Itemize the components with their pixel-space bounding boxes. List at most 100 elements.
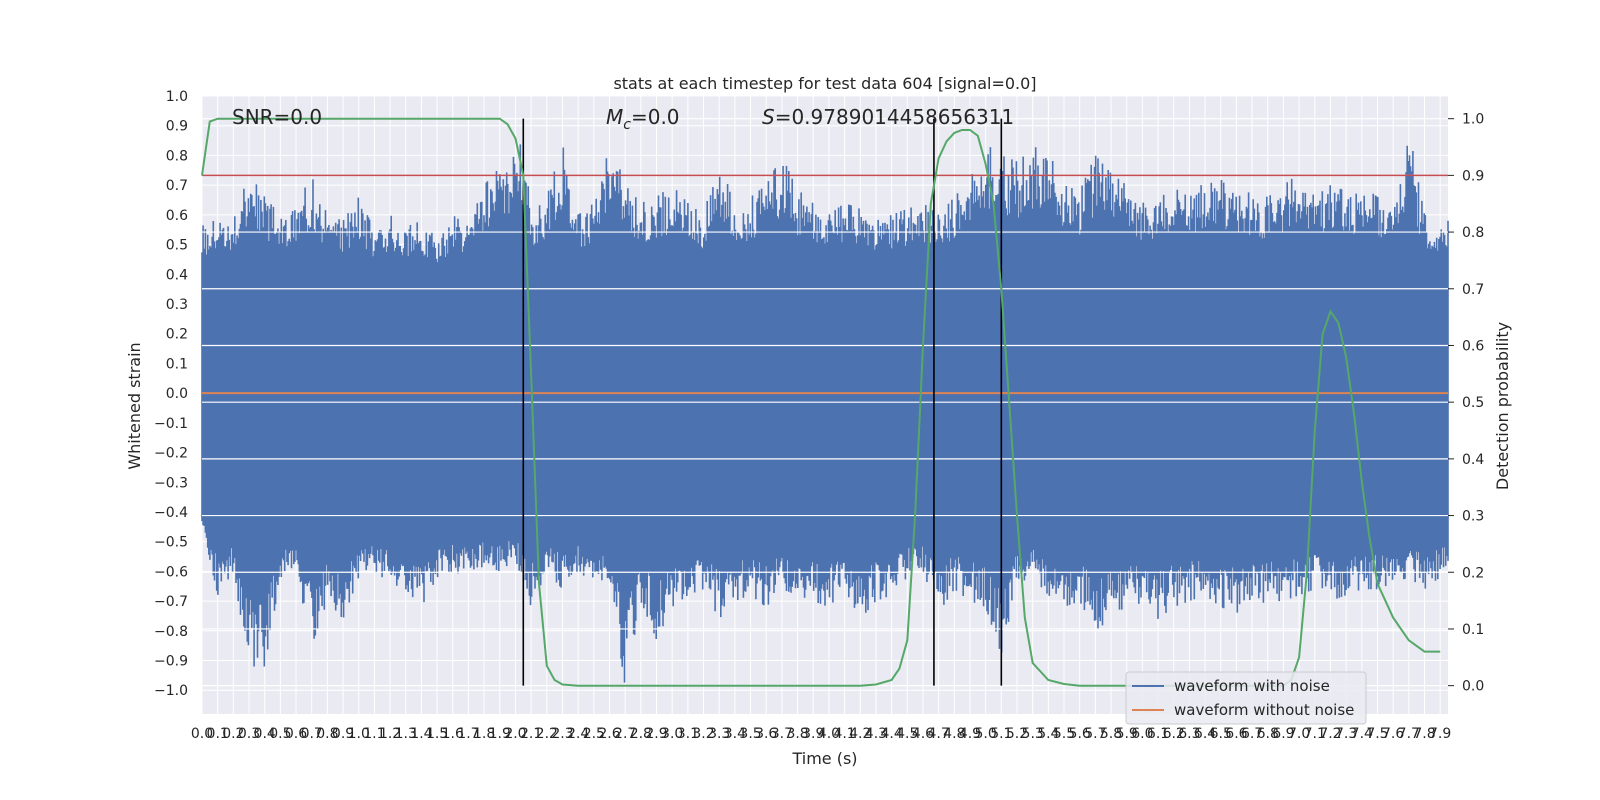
series-waveform-with-noise [201, 144, 1449, 683]
x-tick-label: 6.3 [1178, 726, 1200, 742]
x-tick-label: 6.5 [1210, 726, 1232, 742]
x-tick-label: 3.9 [802, 726, 824, 742]
y-tick-label: 1.0 [166, 89, 188, 105]
x-tick-label: 5.1 [990, 726, 1012, 742]
y-tick-label: −1.0 [154, 683, 188, 699]
x-tick-label: 7.3 [1335, 726, 1357, 742]
x-tick-label: 2.2 [536, 726, 558, 742]
y2-tick-label: 0.5 [1462, 395, 1484, 411]
vertical-markers [522, 118, 1003, 686]
s-symbol: S [762, 105, 775, 129]
s-value: =0.9789014458656311 [775, 105, 1014, 129]
x-tick-label: 6.1 [1147, 726, 1169, 742]
mc-annotation: Mc=0.0 [606, 105, 680, 133]
x-tick-label: 5.3 [1022, 726, 1044, 742]
legend-label-clean: waveform without noise [1174, 701, 1354, 719]
x-tick-label: 3.0 [661, 726, 683, 742]
x-tick-label: 7.5 [1366, 726, 1388, 742]
x-tick-label: 6.2 [1163, 726, 1185, 742]
x-tick-label: 7.1 [1304, 726, 1326, 742]
x-tick-label: 4.5 [896, 726, 918, 742]
x-tick-label: 5.2 [1006, 726, 1028, 742]
x-tick-label: 6.9 [1272, 726, 1294, 742]
y-tick-label: −0.7 [154, 594, 188, 610]
x-tick-label: 4.3 [865, 726, 887, 742]
x-tick-label: 4.4 [880, 726, 902, 742]
x-tick-label: 6.6 [1225, 726, 1247, 742]
x-tick-labels: 0.00.10.20.30.40.50.60.70.80.91.01.11.21… [191, 726, 1451, 742]
x-tick-label: 1.6 [442, 726, 464, 742]
y-tick-label: −0.3 [154, 475, 188, 491]
x-tick-label: 0.6 [285, 726, 307, 742]
legend-box [1125, 671, 1367, 725]
y2-axis-label: Detection probability [1493, 322, 1512, 490]
probability-line [201, 117, 1441, 687]
x-tick-label: 4.7 [927, 726, 949, 742]
y2-tick-label: 0.6 [1462, 338, 1484, 354]
legend: waveform with noise waveform without noi… [1125, 671, 1367, 725]
x-tick-label: 5.0 [975, 726, 997, 742]
y-tick-label: −0.6 [154, 564, 188, 580]
x-tick-label: 1.8 [473, 726, 495, 742]
y-tick-label: 0.5 [166, 238, 188, 254]
x-tick-label: 1.0 [348, 726, 370, 742]
x-tick-label: 0.8 [316, 726, 338, 742]
y-tick-label: 0.9 [166, 119, 188, 135]
y2-tick-label: 0.9 [1462, 168, 1484, 184]
y2-tick-label: 0.7 [1462, 282, 1484, 298]
y-tick-label: 0.4 [166, 267, 188, 283]
y2-tick-labels: 1.0 0.9 0.8 0.7 0.6 0.5 0.4 0.3 0.2 0.1 0.0 [1448, 112, 1484, 695]
y2-tick-label: 0.2 [1462, 565, 1484, 581]
x-tick-label: 4.0 [818, 726, 840, 742]
x-tick-label: 0.3 [238, 726, 260, 742]
x-tick-label: 2.1 [520, 726, 542, 742]
x-tick-label: 7.9 [1429, 726, 1451, 742]
y-tick-label: 0.6 [166, 208, 188, 224]
y-tick-label: −0.5 [154, 535, 188, 551]
y-tick-label: −0.8 [154, 624, 188, 640]
x-tick-label: 4.2 [849, 726, 871, 742]
x-tick-label: 0.4 [254, 726, 276, 742]
x-tick-label: 5.7 [1084, 726, 1106, 742]
x-tick-label: 1.7 [457, 726, 479, 742]
x-tick-label: 1.1 [363, 726, 385, 742]
x-tick-label: 3.6 [755, 726, 777, 742]
x-tick-label: 2.9 [645, 726, 667, 742]
y-tick-label: −0.1 [154, 416, 188, 432]
x-tick-label: 2.8 [630, 726, 652, 742]
s-annotation: S=0.9789014458656311 [762, 105, 1014, 129]
y-tick-label: 0.2 [166, 327, 188, 343]
x-tick-label: 4.9 [959, 726, 981, 742]
x-tick-label: 7.8 [1413, 726, 1435, 742]
x-tick-label: 0.1 [207, 726, 229, 742]
y-tick-label: 0.1 [166, 356, 188, 372]
y2-tick-label: 1.0 [1462, 112, 1484, 128]
x-tick-label: 3.8 [786, 726, 808, 742]
x-tick-label: 6.4 [1194, 726, 1216, 742]
y-tick-label: −0.2 [154, 446, 188, 462]
y2-tick-label: 0.4 [1462, 452, 1484, 468]
x-tick-label: 4.1 [833, 726, 855, 742]
mc-symbol: M [606, 105, 623, 129]
x-tick-label: 2.0 [504, 726, 526, 742]
x-tick-label: 7.2 [1319, 726, 1341, 742]
x-tick-label: 3.5 [739, 726, 761, 742]
y-tick-label: 0.7 [166, 178, 188, 194]
y2-tick-label: 0.0 [1462, 679, 1484, 695]
snr-annotation: SNR=0.0 [232, 105, 322, 129]
y-tick-label: 0.0 [166, 386, 188, 402]
y-tick-labels: 1.0 0.9 0.8 0.7 0.6 0.5 0.4 0.3 0.2 0.1 0.0 −0.1 −0.… [154, 89, 188, 699]
legend-label-noise: waveform with noise [1174, 677, 1330, 695]
chart-title: stats at each timestep for test data 604… [613, 74, 1036, 93]
x-tick-label: 6.0 [1131, 726, 1153, 742]
x-tick-label: 7.6 [1382, 726, 1404, 742]
x-tick-label: 0.9 [332, 726, 354, 742]
y-tick-label: 0.8 [166, 148, 188, 164]
x-tick-label: 0.7 [301, 726, 323, 742]
x-tick-label: 7.4 [1351, 726, 1373, 742]
x-tick-label: 3.7 [771, 726, 793, 742]
y-axis-label: Whitened strain [125, 342, 144, 469]
x-tick-label: 5.4 [1037, 726, 1059, 742]
y-tick-label: −0.4 [154, 505, 188, 521]
